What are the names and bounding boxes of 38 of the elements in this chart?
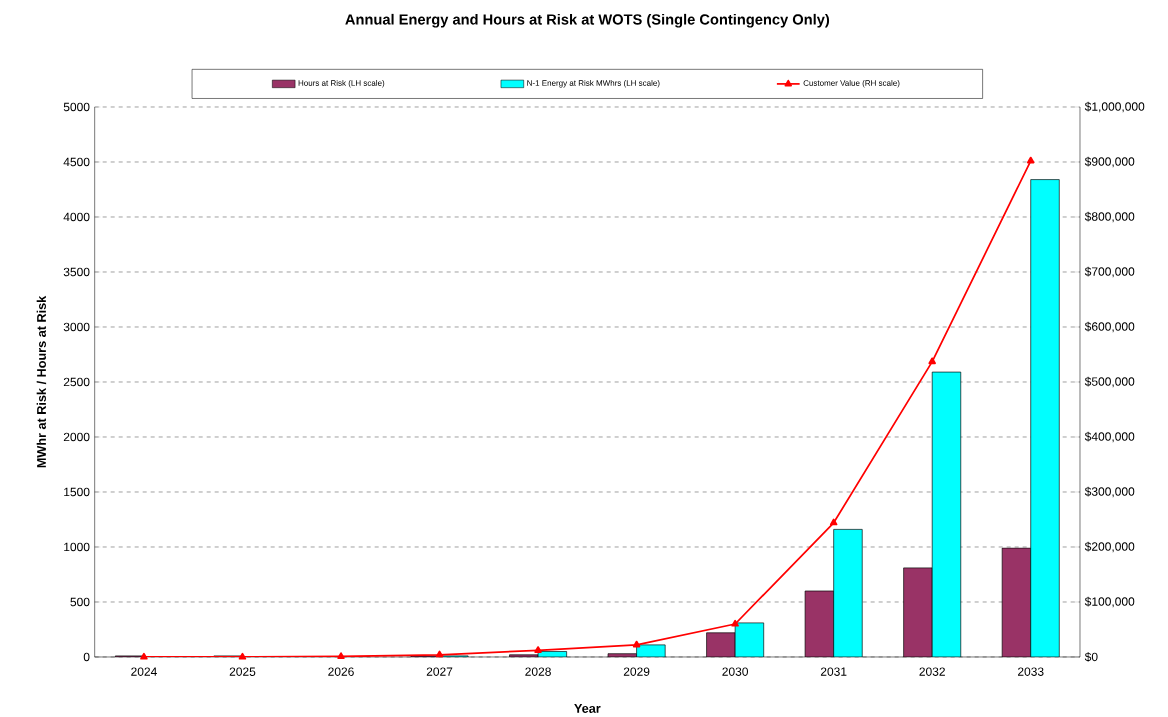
y2-tick-label: $600,000 xyxy=(1084,321,1135,333)
x-tick-label: 2033 xyxy=(1017,667,1044,676)
y2-tick-label: $700,000 xyxy=(1084,266,1135,278)
y-tick-label: 4000 xyxy=(63,212,90,222)
x-tick-label: 2029 xyxy=(623,667,650,676)
y-tick-label: 1500 xyxy=(64,487,90,497)
y2-tick-label: $800,000 xyxy=(1084,211,1135,223)
y-tick-label: 0 xyxy=(83,652,90,662)
y2-tick-label: $200,000 xyxy=(1084,541,1135,553)
x-tick-label: 2028 xyxy=(525,667,551,676)
y-tick-label: 1000 xyxy=(64,542,90,552)
x-tick-label: 2031 xyxy=(820,667,847,676)
y2-tick-label: $400,000 xyxy=(1084,431,1135,443)
x-axis-title: Year xyxy=(574,704,601,713)
x-tick-label: 2024 xyxy=(131,667,157,676)
legend-label: Hours at Risk (LH scale) xyxy=(298,79,385,88)
chart-title: Annual Energy and Hours at Risk at WOTS (Single Contingency Only) xyxy=(345,13,830,28)
x-tick-label: 2032 xyxy=(919,667,945,676)
y-tick-label: 5000 xyxy=(63,102,90,112)
x-tick-label: 2027 xyxy=(426,667,453,676)
x-tick-label: 2030 xyxy=(722,667,749,676)
y2-tick-label: $100,000 xyxy=(1084,596,1135,608)
x-tick-label: 2025 xyxy=(229,667,256,676)
y2-tick-label: $900,000 xyxy=(1084,156,1135,168)
y2-tick-label: $300,000 xyxy=(1084,486,1135,498)
y-tick-label: 3000 xyxy=(63,322,90,332)
y2-tick-label: $500,000 xyxy=(1084,376,1135,388)
y2-tick-label: $0 xyxy=(1084,652,1098,662)
y-tick-label: 2500 xyxy=(63,377,90,387)
y-tick-label: 3500 xyxy=(63,267,90,277)
y-tick-label: 500 xyxy=(70,597,90,607)
y-tick-label: 2000 xyxy=(63,432,90,442)
x-tick-label: 2026 xyxy=(328,667,354,676)
y-axis-title: MWhr at Risk / Hours at Risk xyxy=(36,295,47,468)
y2-tick-label: $1,000,000 xyxy=(1084,101,1145,113)
legend-label: Customer Value (RH scale) xyxy=(803,79,900,88)
legend-label: N-1 Energy at Risk MWhrs (LH scale) xyxy=(527,79,660,88)
y-tick-label: 4500 xyxy=(63,157,90,167)
